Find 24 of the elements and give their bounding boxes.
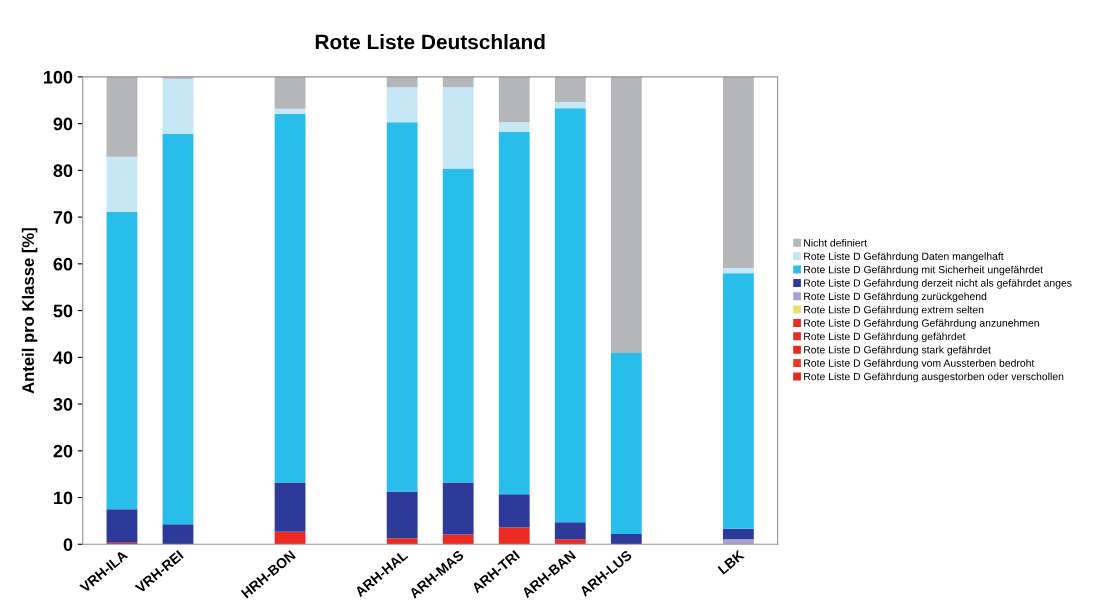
- y-tick-label: 50: [53, 304, 73, 318]
- legend-label: Rote Liste D Gefährdung Gefährdung anzunehmen: [804, 319, 1039, 329]
- y-axis-title: Anteil pro Klasse [%]: [21, 228, 38, 394]
- legend-label: Rote Liste D Gefährdung ausgestorben oder verschollen: [804, 372, 1064, 383]
- y-tick-label: 30: [53, 397, 73, 411]
- legend-label: Rote Liste D Gefährdung gefährdet: [804, 332, 966, 343]
- legend-label: Rote Liste D Gefährdung Daten mangelhaft: [804, 252, 1004, 263]
- y-tick-label: 80: [53, 164, 73, 178]
- legend-label: Rote Liste D Gefährdung stark gefährdet: [804, 345, 991, 356]
- y-tick-label: 90: [53, 117, 73, 131]
- y-tick-label: 100: [44, 70, 73, 84]
- y-tick-label: 40: [53, 351, 73, 365]
- y-tick-label: 60: [53, 257, 73, 271]
- y-tick-label: 70: [53, 211, 73, 224]
- chart-title: Rote Liste Deutschland: [315, 34, 545, 50]
- legend-label: Rote Liste D Gefährdung zurückgehend: [804, 292, 987, 303]
- y-tick-label: 10: [54, 491, 73, 505]
- legend-label: Rote Liste D Gefährdung derzeit nicht als gefährdet anges: [804, 279, 1072, 289]
- legend-label: Rote Liste D Gefährdung mit Sicherheit ungefährdet: [804, 265, 1043, 276]
- legend-label: Rote Liste D Gefährdung extrem selten: [804, 305, 984, 316]
- legend-label: Nicht definiert: [804, 238, 867, 247]
- legend-label: Rote Liste D Gefährdung vom Aussterben bedroht: [804, 359, 1035, 369]
- y-tick-label: 20: [53, 444, 73, 458]
- y-tick-label: 0: [63, 538, 73, 551]
